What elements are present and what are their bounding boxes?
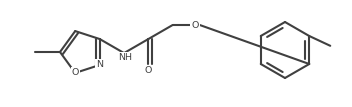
Text: NH: NH (118, 53, 132, 62)
Text: O: O (191, 21, 199, 30)
Text: O: O (145, 66, 152, 75)
Text: O: O (71, 68, 79, 77)
Text: N: N (96, 60, 103, 69)
